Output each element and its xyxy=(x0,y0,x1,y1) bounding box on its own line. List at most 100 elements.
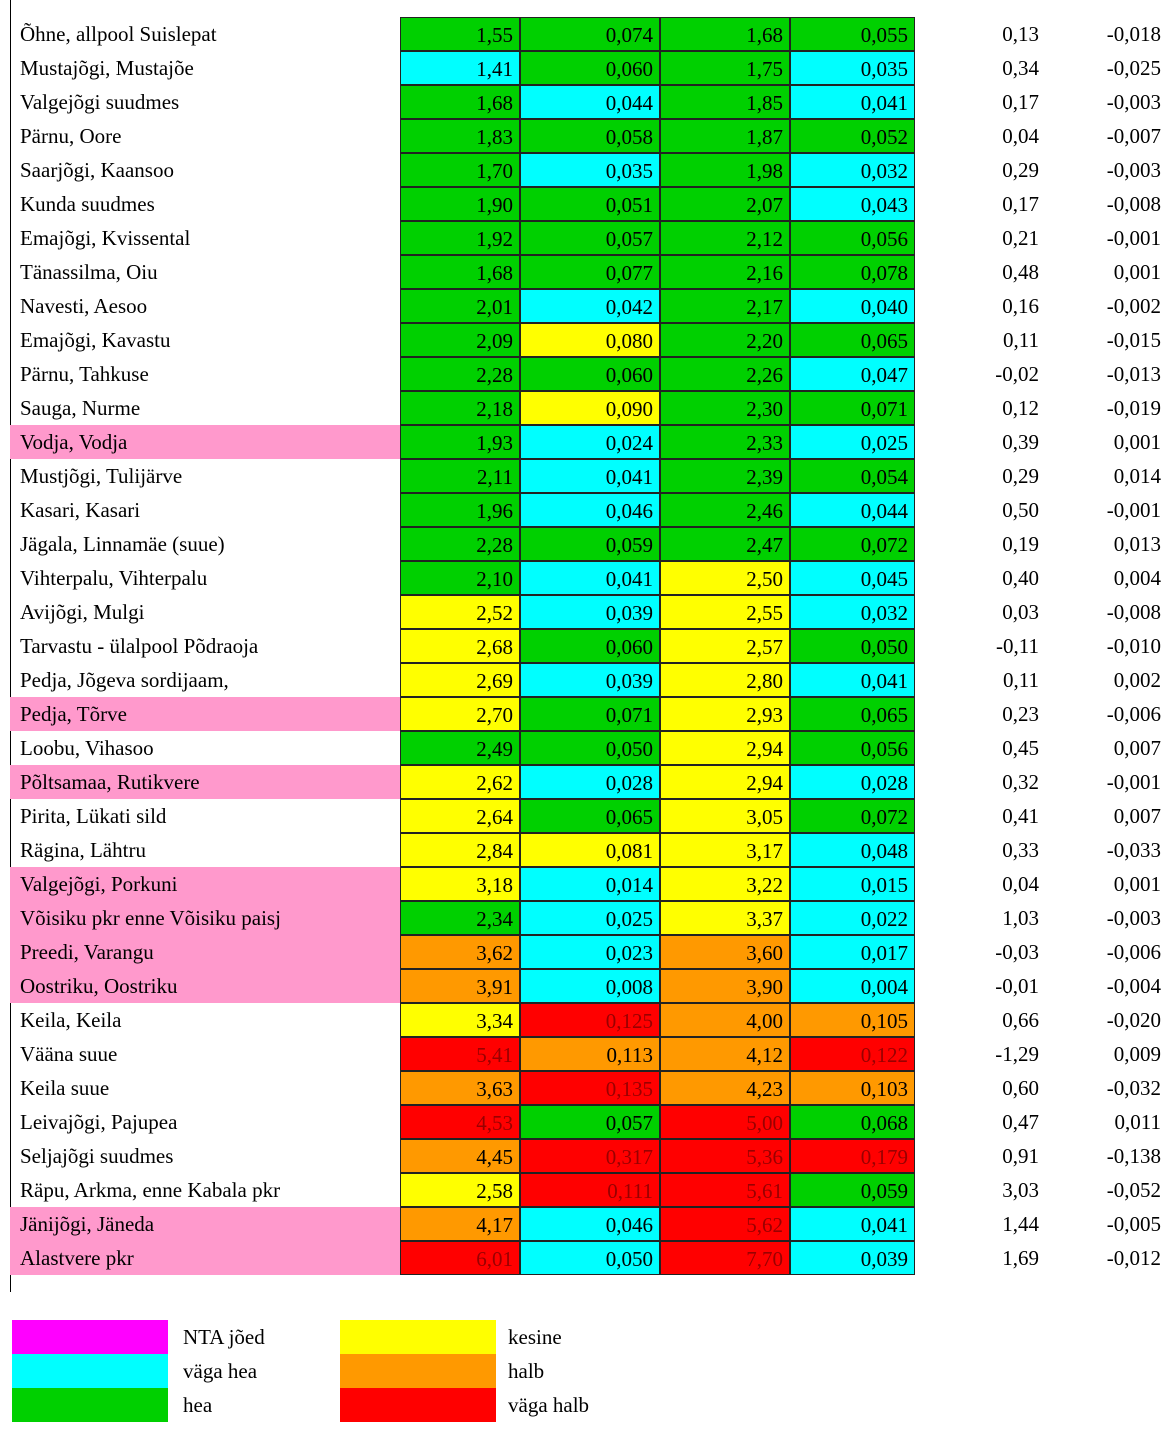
cell: 2,93 xyxy=(660,697,790,731)
cell: -0,012 xyxy=(1106,1246,1161,1270)
cell: 0,12 xyxy=(1002,396,1039,420)
cell: -0,002 xyxy=(1106,294,1161,318)
cell: 6,01 xyxy=(400,1241,520,1275)
legend-swatch xyxy=(12,1320,168,1354)
cell: -0,018 xyxy=(1106,22,1161,46)
cell: 7,70 xyxy=(660,1241,790,1275)
cell: 0,065 xyxy=(520,799,660,833)
cell: 0,122 xyxy=(790,1037,915,1071)
row-name: Kunda suudmes xyxy=(20,192,155,216)
cell: 0,41 xyxy=(1002,804,1039,828)
cell: 0,060 xyxy=(520,51,660,85)
row-name: Vääna suue xyxy=(20,1042,118,1066)
cell: -0,006 xyxy=(1106,940,1161,964)
cell: 3,18 xyxy=(400,867,520,901)
cell: 0,028 xyxy=(520,765,660,799)
cell: -0,019 xyxy=(1106,396,1161,420)
cell: 0,039 xyxy=(520,595,660,629)
cell: 0,090 xyxy=(520,391,660,425)
cell: 2,58 xyxy=(400,1173,520,1207)
row-name: Avijõgi, Mulgi xyxy=(20,600,145,624)
legend-label: väga hea xyxy=(183,1359,258,1383)
cell: -0,001 xyxy=(1106,226,1161,250)
cell: 2,64 xyxy=(400,799,520,833)
row-name: Vodja, Vodja xyxy=(10,425,400,459)
legend-label: halb xyxy=(508,1359,545,1383)
cell: 5,61 xyxy=(660,1173,790,1207)
cell: 5,00 xyxy=(660,1105,790,1139)
cell: 0,002 xyxy=(1113,668,1161,692)
cell: 1,96 xyxy=(400,493,520,527)
cell: 2,68 xyxy=(400,629,520,663)
cell: 2,17 xyxy=(660,289,790,323)
row-name: Navesti, Aesoo xyxy=(20,294,148,318)
row-name: Mustjõgi, Tulijärve xyxy=(20,464,183,488)
row-name: Alastvere pkr xyxy=(10,1241,400,1275)
cell: 0,065 xyxy=(790,323,915,357)
cell: -0,015 xyxy=(1106,328,1161,352)
cell: 0,060 xyxy=(520,629,660,663)
cell: 0,19 xyxy=(1002,532,1039,556)
cell: 2,94 xyxy=(660,765,790,799)
cell: 0,051 xyxy=(520,187,660,221)
cell: 2,18 xyxy=(400,391,520,425)
row-name: Põltsamaa, Rutikvere xyxy=(10,765,400,799)
cell: 0,025 xyxy=(520,901,660,935)
cell: 0,035 xyxy=(520,153,660,187)
cell: 2,69 xyxy=(400,663,520,697)
cell: 0,065 xyxy=(790,697,915,731)
cell: -0,052 xyxy=(1106,1178,1161,1202)
cell: 0,047 xyxy=(790,357,915,391)
cell: 0,125 xyxy=(520,1003,660,1037)
cell: -0,03 xyxy=(995,940,1039,964)
cell: 2,55 xyxy=(660,595,790,629)
cell: 2,70 xyxy=(400,697,520,731)
cell: 4,17 xyxy=(400,1207,520,1241)
cell: 1,92 xyxy=(400,221,520,255)
cell: -0,003 xyxy=(1106,906,1161,930)
cell: 0,046 xyxy=(520,493,660,527)
cell: 2,47 xyxy=(660,527,790,561)
cell: 0,17 xyxy=(1002,90,1039,114)
cell: 3,90 xyxy=(660,969,790,1003)
cell: -0,01 xyxy=(995,974,1039,998)
cell: 0,113 xyxy=(520,1037,660,1071)
row-name: Jänijõgi, Jäneda xyxy=(10,1207,400,1241)
cell: 0,16 xyxy=(1002,294,1039,318)
cell: 0,041 xyxy=(790,663,915,697)
cell: 1,44 xyxy=(1002,1212,1039,1236)
cell: 0,004 xyxy=(1113,566,1161,590)
cell: 3,62 xyxy=(400,935,520,969)
cell: 0,008 xyxy=(520,969,660,1003)
cell: 0,13 xyxy=(1002,22,1039,46)
cell: 0,179 xyxy=(790,1139,915,1173)
cell: 1,85 xyxy=(660,85,790,119)
cell: 0,042 xyxy=(520,289,660,323)
cell: 2,10 xyxy=(400,561,520,595)
cell: 0,041 xyxy=(520,459,660,493)
cell: 1,93 xyxy=(400,425,520,459)
legend-swatch xyxy=(340,1320,496,1354)
cell: 1,55 xyxy=(400,17,520,51)
cell: -0,001 xyxy=(1106,770,1161,794)
row-name: Õhne, allpool Suislepat xyxy=(20,22,217,46)
cell: 5,62 xyxy=(660,1207,790,1241)
cell: 3,37 xyxy=(660,901,790,935)
cell: 2,46 xyxy=(660,493,790,527)
row-name: Pedja, Jõgeva sordijaam, xyxy=(20,668,229,692)
row-name: Pirita, Lükati sild xyxy=(20,804,167,828)
cell: 0,054 xyxy=(790,459,915,493)
cell: 0,050 xyxy=(790,629,915,663)
cell: 0,29 xyxy=(1002,464,1039,488)
cell: -1,29 xyxy=(995,1042,1039,1066)
legend-label: kesine xyxy=(508,1325,562,1349)
cell: -0,02 xyxy=(995,362,1039,386)
cell: 1,83 xyxy=(400,119,520,153)
row-name: Pärnu, Tahkuse xyxy=(20,362,149,386)
cell: 3,60 xyxy=(660,935,790,969)
cell: -0,025 xyxy=(1106,56,1161,80)
cell: -0,033 xyxy=(1106,838,1161,862)
cell: 0,013 xyxy=(1113,532,1161,556)
cell: 1,68 xyxy=(400,255,520,289)
